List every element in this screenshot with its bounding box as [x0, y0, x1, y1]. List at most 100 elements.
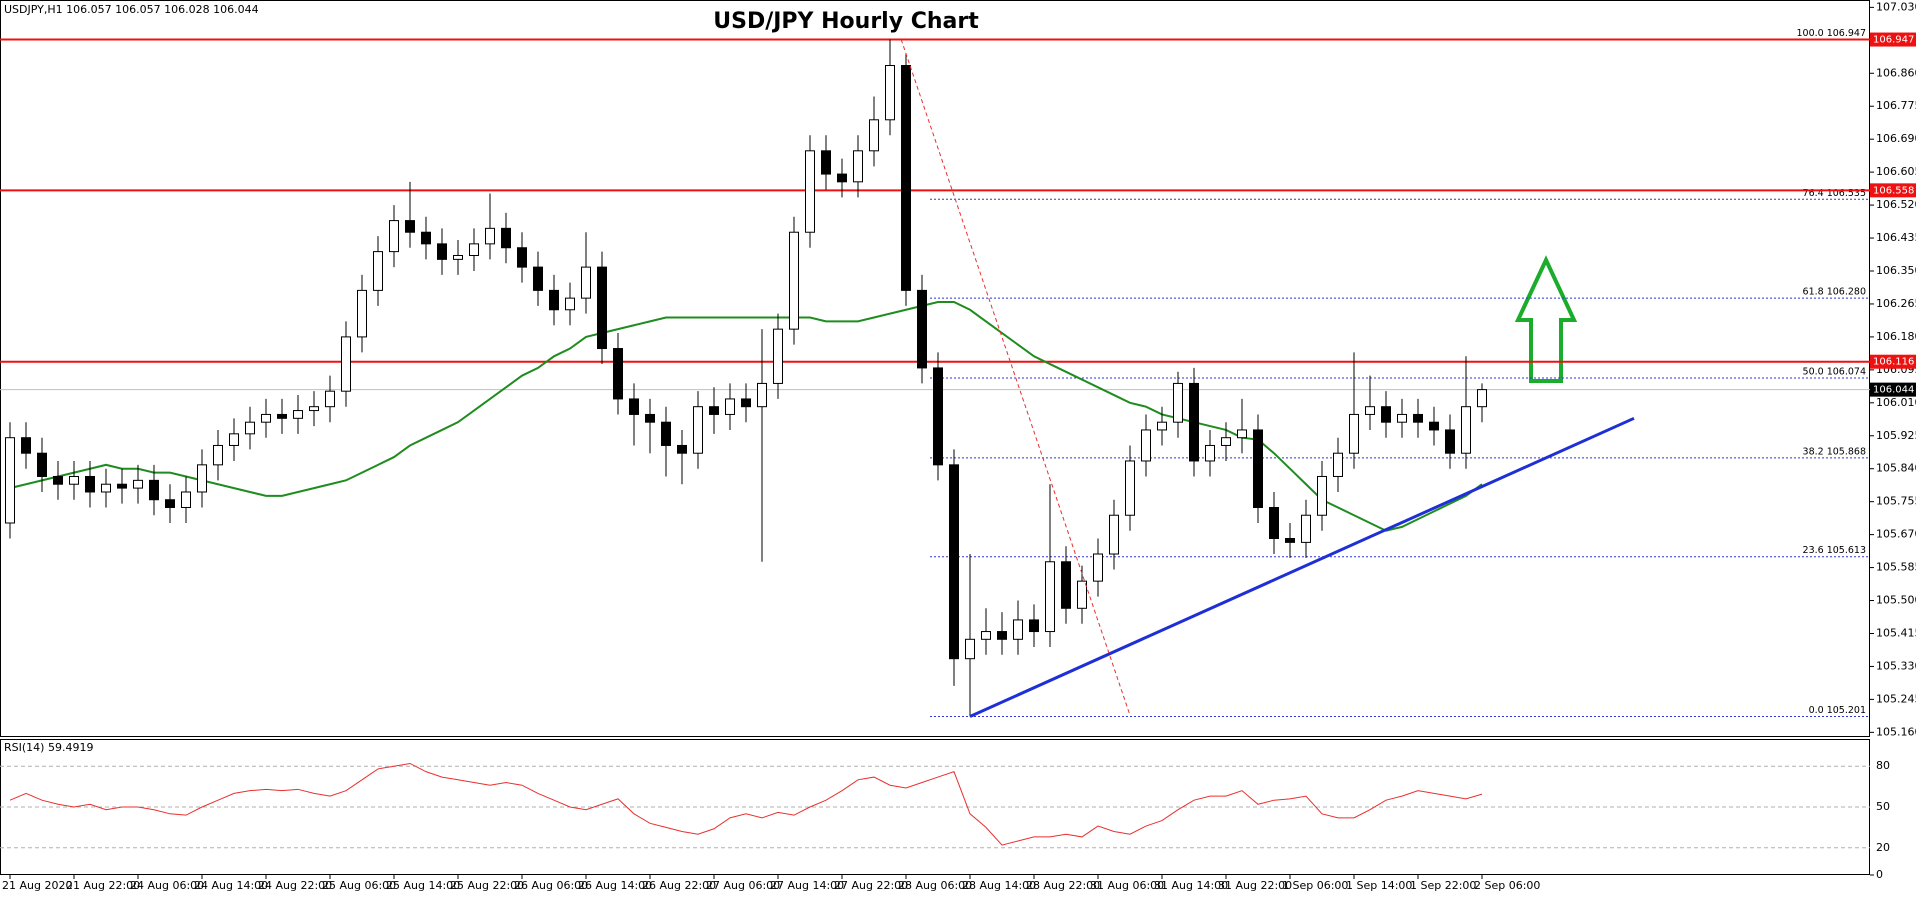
candle-body [693, 406, 703, 454]
candle-body [1301, 514, 1311, 543]
candle-body [517, 247, 527, 268]
x-tick-label: 27 Aug 14:00 [770, 879, 844, 892]
level-label-box [1870, 32, 1916, 47]
candle-body [1413, 413, 1423, 423]
candle-body [645, 413, 655, 423]
x-tick-label: 24 Aug 06:00 [130, 879, 204, 892]
candle-body [501, 227, 511, 249]
x-tick-label: 25 Aug 14:00 [386, 879, 460, 892]
candle-body [677, 444, 687, 454]
rsi-name: RSI(14) [4, 741, 44, 754]
candle-body [629, 398, 639, 415]
header: USDJPY,H1 106.057 106.057 106.028 106.04… [4, 3, 259, 16]
x-tick-label: 24 Aug 14:00 [194, 879, 268, 892]
x-tick-label: 28 Aug 22:00 [1026, 879, 1100, 892]
candle-body [997, 631, 1007, 640]
x-tick-label: 28 Aug 06:00 [898, 879, 972, 892]
level-label: 106.116 [1873, 357, 1914, 368]
y-tick-label: 105.415 [1876, 626, 1916, 639]
candle-body [949, 464, 959, 660]
candle-body [1157, 421, 1167, 431]
fib-label: 0.0 105.201 [1809, 705, 1866, 716]
level-label: 106.947 [1873, 35, 1914, 46]
candle-body [117, 483, 127, 489]
candle-body [373, 251, 383, 291]
candle-body [213, 444, 223, 466]
x-tick-label: 31 Aug 06:00 [1090, 879, 1164, 892]
candle-body [1013, 619, 1023, 640]
candle-body [1477, 389, 1487, 408]
candle-body [901, 65, 911, 291]
header-open: 106.057 [66, 3, 112, 16]
y-tick-label: 106.350 [1876, 264, 1916, 277]
candle-body [1029, 619, 1039, 633]
candle-body [1397, 413, 1407, 423]
candle-body [101, 483, 111, 493]
x-tick-label: 28 Aug 14:00 [962, 879, 1036, 892]
header-high: 106.057 [115, 3, 161, 16]
candle-body [1317, 475, 1327, 516]
candle-body [1269, 506, 1279, 540]
rsi-header: RSI(14) 59.4919 [4, 741, 93, 754]
y-tick-label: 106.265 [1876, 297, 1916, 310]
candle-body [1125, 460, 1135, 516]
candle-body [421, 231, 431, 245]
candle-body [437, 243, 447, 260]
x-tick-label: 1 Sep 06:00 [1282, 879, 1348, 892]
rsi-tick-label: 80 [1876, 759, 1890, 772]
candle-body [1189, 382, 1199, 462]
x-tick-label: 26 Aug 22:00 [642, 879, 716, 892]
x-tick-label: 27 Aug 22:00 [834, 879, 908, 892]
candle-body [565, 297, 575, 311]
x-tick-label: 24 Aug 22:00 [258, 879, 332, 892]
candle-body [581, 266, 591, 299]
candle-body [981, 631, 991, 640]
fib-label: 76.4 106.535 [1803, 188, 1866, 199]
candle-body [1253, 429, 1263, 508]
candle-body [1365, 406, 1375, 415]
y-tick-label: 106.860 [1876, 66, 1916, 79]
candle-body [773, 328, 783, 384]
y-tick-label: 106.180 [1876, 330, 1916, 343]
y-tick-label: 105.160 [1876, 725, 1916, 738]
candle-body [1045, 561, 1055, 633]
y-tick-label: 107.030 [1876, 0, 1916, 13]
candle-body [69, 475, 79, 485]
y-tick-label: 105.500 [1876, 594, 1916, 607]
header-low: 106.028 [164, 3, 210, 16]
y-tick-label: 106.605 [1876, 165, 1916, 178]
fib-label: 61.8 106.280 [1803, 287, 1866, 298]
candle-body [453, 254, 463, 260]
rsi-tick-label: 20 [1876, 841, 1890, 854]
current-price-label: 106.044 [1873, 385, 1914, 396]
candle-body [597, 266, 607, 350]
x-tick-label: 2 Sep 06:00 [1474, 879, 1540, 892]
candle-body [1093, 553, 1103, 582]
candle-body [85, 475, 95, 493]
fib-label: 50.0 106.074 [1803, 366, 1866, 377]
candle-body [1381, 406, 1391, 423]
candle-body [469, 243, 479, 256]
x-tick-label: 31 Aug 14:00 [1154, 879, 1228, 892]
level-label: 106.558 [1873, 185, 1914, 196]
y-tick-label: 105.245 [1876, 692, 1916, 705]
candle-body [197, 464, 207, 493]
level-label-box [1870, 354, 1916, 369]
fib-label: 23.6 105.613 [1803, 545, 1866, 556]
x-tick-label: 25 Aug 22:00 [450, 879, 524, 892]
candle-body [53, 475, 63, 485]
y-tick-label: 106.775 [1876, 99, 1916, 112]
candle-body [741, 398, 751, 408]
x-tick-label: 26 Aug 06:00 [514, 879, 588, 892]
y-tick-label: 105.585 [1876, 561, 1916, 574]
candle-body [885, 65, 895, 121]
candle-body [549, 289, 559, 311]
x-tick-label: 21 Aug 22:00 [66, 879, 140, 892]
candle-body [709, 406, 719, 415]
y-tick-label: 105.755 [1876, 495, 1916, 508]
level-label-box [1870, 183, 1916, 198]
rsi-tick-label: 50 [1876, 800, 1890, 813]
candle-body [1221, 437, 1231, 446]
candle-body [325, 390, 335, 408]
